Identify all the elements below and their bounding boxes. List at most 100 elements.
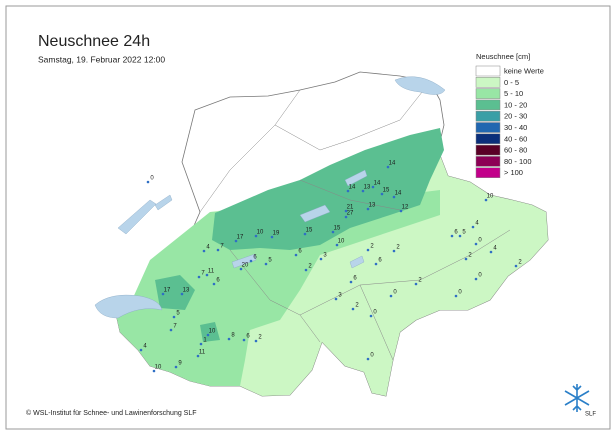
station-dot (344, 215, 348, 219)
legend-swatch (475, 110, 501, 122)
station-value: 13 (183, 288, 190, 294)
legend-swatch (475, 77, 501, 88)
station-value: 19 (273, 231, 280, 237)
station-dot (146, 180, 150, 184)
station-dot (254, 234, 258, 238)
station-value: 2 (418, 278, 422, 284)
station-value: 17 (237, 235, 244, 241)
station-value: 0 (458, 290, 462, 296)
title: Neuschnee 24h (38, 33, 150, 50)
legend-swatch (475, 65, 501, 77)
station-value: 5 (462, 230, 466, 236)
station-dot (380, 192, 384, 196)
station-dot (196, 354, 200, 358)
station-dot (169, 328, 173, 332)
station-dot (174, 365, 178, 369)
station-dot (254, 339, 258, 343)
station-value: 0 (393, 290, 397, 296)
station-dot (351, 307, 355, 311)
station-dot (484, 198, 488, 202)
station-value: 7 (220, 244, 224, 250)
station-dot (392, 195, 396, 199)
legend-label: 40 - 60 (504, 134, 527, 143)
legend-swatch (475, 133, 501, 145)
station-value: 2 (370, 244, 374, 250)
station-dot (239, 267, 243, 271)
legend-swatch (475, 144, 501, 156)
station-dot (227, 337, 231, 341)
station-dot (454, 294, 458, 298)
legend-label: 60 - 80 (504, 146, 527, 155)
station-value: 6 (253, 255, 257, 261)
station-dot (458, 234, 462, 238)
station-value: 2 (308, 264, 312, 270)
station-value: 2 (518, 260, 522, 266)
station-dot (464, 257, 468, 261)
legend-swatch (475, 167, 501, 178)
station-dot (264, 262, 268, 266)
legend-label: 80 - 100 (504, 157, 532, 166)
station-value: 14 (395, 191, 402, 197)
station-dot (319, 257, 323, 261)
station-dot (242, 338, 246, 342)
station-value: 6 (353, 276, 357, 282)
station-dot (334, 297, 338, 301)
station-value: 27 (347, 211, 354, 217)
station-value: 2 (468, 253, 472, 259)
station-value: 6 (454, 230, 458, 236)
station-value: 15 (383, 188, 390, 194)
station-value: 6 (298, 249, 302, 255)
station-value: 0 (370, 353, 374, 359)
legend-label: 20 - 30 (504, 112, 527, 121)
station-value: 2 (355, 303, 359, 309)
station-value: 11 (199, 350, 206, 356)
legend-swatch (475, 122, 501, 133)
station-value: 3 (338, 293, 342, 299)
station-dot (386, 165, 390, 169)
station-dot (344, 209, 348, 213)
station-dot (349, 280, 353, 284)
station-value: 10 (487, 194, 494, 200)
station-dot (216, 248, 220, 252)
legend-label: keine Werte (504, 66, 544, 75)
station-dot (234, 239, 238, 243)
station-value: 10 (338, 239, 345, 245)
station-dot (392, 249, 396, 253)
station-value: 2 (258, 335, 262, 341)
station-value: 10 (155, 365, 162, 371)
legend-title: Neuschnee [cm] (476, 52, 530, 61)
station-dot (294, 253, 298, 257)
station-dot (197, 275, 201, 279)
station-dot (199, 342, 203, 346)
station-dot (450, 234, 454, 238)
station-value: 14 (389, 161, 396, 167)
station-value: 9 (178, 361, 182, 367)
logo: SLF (564, 384, 596, 418)
zone-10-20 (212, 128, 444, 250)
station-value: 0 (478, 238, 482, 244)
station-dot (389, 294, 393, 298)
station-dot (249, 259, 253, 263)
copyright: © WSL-Institut für Schnee- und Lawinenfo… (26, 409, 197, 417)
legend-label: 30 - 40 (504, 123, 527, 132)
station-dot (414, 282, 418, 286)
station-dot (303, 232, 307, 236)
station-value: 4 (206, 245, 210, 251)
legend-swatch (475, 156, 501, 167)
station-value: 20 (242, 263, 249, 269)
station-value: 13 (364, 185, 371, 191)
zone-10-20 (200, 322, 220, 342)
station-value: 7 (173, 324, 177, 330)
zone-10-20 (155, 275, 195, 310)
station-dot (489, 250, 493, 254)
station-value: 14 (374, 181, 381, 187)
logo-text: SLF (585, 412, 596, 418)
station-value: 0 (150, 176, 154, 182)
station-dot (474, 242, 478, 246)
station-dot (366, 207, 370, 211)
station-value: 6 (216, 278, 220, 284)
station-dot (514, 264, 518, 268)
station-dot (399, 209, 403, 213)
